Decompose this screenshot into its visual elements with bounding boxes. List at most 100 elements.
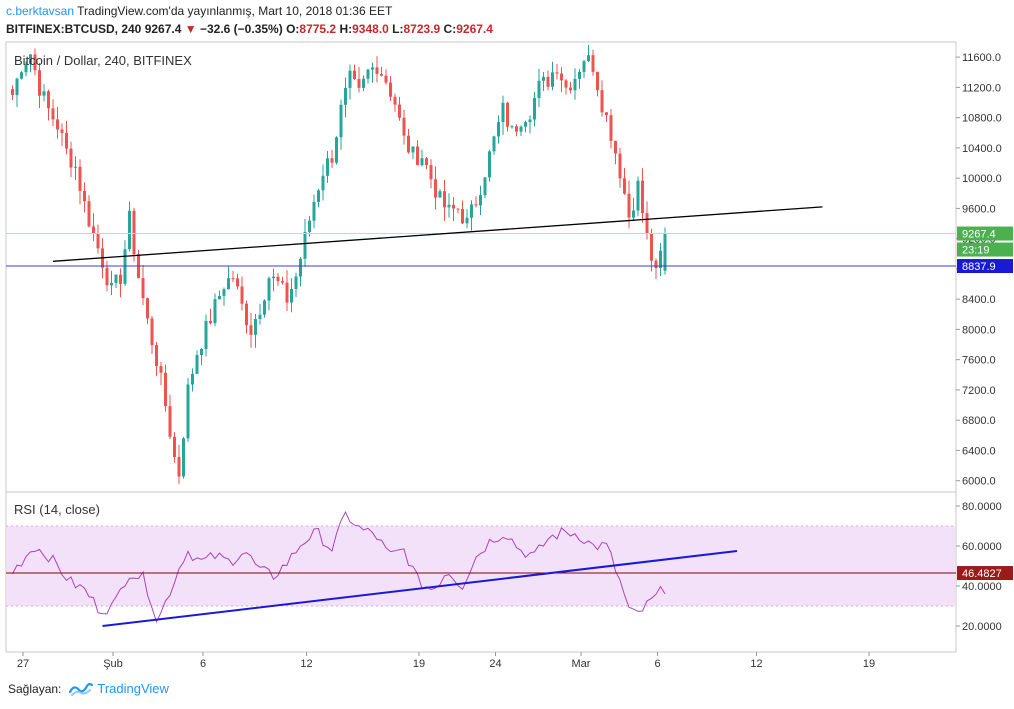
candle[interactable]: [42, 84, 46, 102]
tradingview-brand[interactable]: TradingView: [69, 681, 169, 696]
candle[interactable]: [92, 213, 95, 242]
candle[interactable]: [456, 208, 460, 214]
price-trendline[interactable]: [52, 206, 823, 262]
candle[interactable]: [344, 77, 347, 118]
candle[interactable]: [470, 200, 473, 231]
candle[interactable]: [348, 64, 352, 100]
candle[interactable]: [569, 81, 572, 94]
candle[interactable]: [429, 159, 433, 189]
candle[interactable]: [614, 140, 617, 165]
candle[interactable]: [209, 308, 212, 325]
candle[interactable]: [339, 99, 343, 150]
candle[interactable]: [375, 56, 379, 83]
candle[interactable]: [267, 276, 271, 311]
candle[interactable]: [519, 125, 523, 137]
candle[interactable]: [605, 111, 608, 122]
candle[interactable]: [533, 91, 536, 127]
candle[interactable]: [132, 208, 136, 262]
candle[interactable]: [443, 179, 446, 221]
candle[interactable]: [213, 293, 217, 327]
candle[interactable]: [623, 167, 626, 195]
candle[interactable]: [641, 168, 644, 223]
candle[interactable]: [407, 128, 410, 154]
candle[interactable]: [488, 149, 491, 182]
candle[interactable]: [159, 361, 163, 386]
candle[interactable]: [38, 62, 41, 109]
candle[interactable]: [33, 48, 37, 76]
candle[interactable]: [434, 166, 437, 210]
rsi-trendline[interactable]: [102, 550, 738, 627]
candle[interactable]: [24, 61, 28, 77]
candle[interactable]: [128, 201, 131, 252]
candle[interactable]: [398, 96, 401, 121]
candle[interactable]: [578, 69, 581, 89]
candle[interactable]: [353, 64, 356, 81]
candle[interactable]: [596, 71, 599, 97]
candle[interactable]: [200, 348, 203, 366]
candle[interactable]: [245, 300, 248, 334]
candle[interactable]: [380, 66, 383, 77]
candle[interactable]: [425, 157, 428, 170]
candle[interactable]: [285, 270, 289, 312]
candle[interactable]: [411, 146, 415, 160]
candle[interactable]: [83, 182, 86, 213]
candle[interactable]: [654, 258, 658, 279]
candle[interactable]: [272, 268, 275, 292]
candle[interactable]: [56, 107, 59, 139]
candle[interactable]: [299, 256, 302, 287]
candle[interactable]: [479, 185, 482, 216]
candle[interactable]: [182, 437, 185, 479]
candle[interactable]: [254, 313, 257, 348]
candle[interactable]: [632, 197, 635, 221]
candle[interactable]: [312, 194, 316, 229]
candle[interactable]: [362, 75, 365, 92]
candle[interactable]: [263, 299, 266, 318]
candle[interactable]: [371, 62, 374, 83]
candle[interactable]: [164, 364, 167, 412]
candle[interactable]: [573, 68, 577, 100]
candle[interactable]: [389, 76, 392, 101]
candle[interactable]: [29, 54, 32, 73]
candle[interactable]: [447, 193, 451, 218]
candle[interactable]: [317, 188, 320, 208]
candle[interactable]: [501, 95, 505, 135]
candle[interactable]: [204, 314, 208, 357]
candle[interactable]: [420, 149, 424, 167]
candle[interactable]: [636, 176, 640, 216]
candle[interactable]: [416, 140, 419, 166]
candle[interactable]: [546, 70, 550, 91]
candle[interactable]: [330, 149, 334, 168]
candle[interactable]: [11, 85, 14, 101]
candle[interactable]: [591, 49, 595, 76]
candle[interactable]: [168, 394, 172, 440]
candle[interactable]: [524, 120, 527, 133]
candle[interactable]: [114, 274, 118, 288]
candle[interactable]: [51, 99, 55, 127]
candle[interactable]: [74, 156, 77, 181]
candle[interactable]: [231, 270, 235, 283]
price-pane[interactable]: [5, 41, 957, 493]
candle[interactable]: [276, 272, 280, 286]
candle[interactable]: [87, 195, 91, 228]
candle[interactable]: [227, 266, 230, 290]
candle[interactable]: [249, 313, 253, 348]
candle[interactable]: [618, 147, 622, 188]
candle[interactable]: [15, 77, 19, 108]
candle[interactable]: [191, 368, 194, 392]
candle[interactable]: [321, 164, 325, 201]
candle[interactable]: [483, 177, 487, 199]
candle[interactable]: [141, 264, 145, 306]
candle[interactable]: [69, 141, 73, 178]
candle[interactable]: [551, 61, 554, 91]
candle[interactable]: [222, 287, 226, 306]
candle[interactable]: [492, 135, 496, 155]
candle[interactable]: [587, 44, 590, 63]
candle[interactable]: [600, 80, 604, 117]
candle[interactable]: [150, 315, 154, 355]
candle[interactable]: [465, 209, 469, 229]
candle[interactable]: [281, 276, 284, 285]
candle[interactable]: [609, 109, 613, 149]
candle[interactable]: [659, 242, 662, 277]
candle[interactable]: [78, 159, 82, 205]
